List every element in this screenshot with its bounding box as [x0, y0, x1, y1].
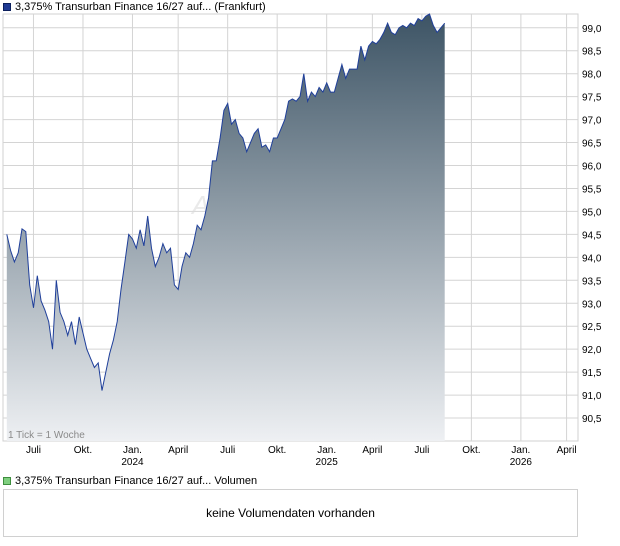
y-tick-label: 94,5	[582, 230, 602, 241]
y-tick-label: 91,0	[582, 391, 602, 402]
volume-legend-label: 3,375% Transurban Finance 16/27 auf... V…	[15, 475, 258, 487]
x-tick-label: Juli	[26, 445, 41, 456]
x-tick-label: April	[557, 445, 577, 456]
x-year-label: 2024	[121, 457, 144, 468]
price-line	[6, 13, 446, 391]
x-tick-label: Juli	[220, 445, 235, 456]
y-tick-label: 93,0	[582, 299, 602, 310]
x-tick-label: Jan.	[317, 445, 336, 456]
x-year-label: 2025	[316, 457, 339, 468]
y-tick-label: 90,5	[582, 414, 602, 425]
price-area	[6, 14, 445, 441]
x-tick-label: April	[362, 445, 382, 456]
x-tick-label: Okt.	[74, 445, 92, 456]
price-legend-label: 3,375% Transurban Finance 16/27 auf... (…	[15, 1, 266, 13]
volume-empty-text: keine Volumendaten vorhanden	[206, 506, 375, 520]
price-chart: Akt 1 Tick = 1 Woche JuliOkt.Jan.AprilJu…	[2, 13, 602, 468]
tick-note: 1 Tick = 1 Woche	[8, 430, 85, 441]
y-tick-label: 98,0	[582, 70, 602, 81]
y-tick-label: 95,5	[582, 184, 602, 195]
y-tick-label: 93,5	[582, 276, 602, 287]
volume-legend: 3,375% Transurban Finance 16/27 auf... V…	[3, 474, 257, 488]
x-tick-label: Jan.	[511, 445, 530, 456]
price-series-swatch	[3, 3, 11, 11]
x-tick-label: Okt.	[268, 445, 286, 456]
x-year-label: 2026	[510, 457, 533, 468]
y-tick-label: 91,5	[582, 368, 602, 379]
y-tick-label: 99,0	[582, 24, 602, 35]
y-tick-label: 94,0	[582, 253, 602, 264]
y-tick-label: 96,0	[582, 162, 602, 173]
volume-series-swatch	[3, 477, 11, 485]
x-tick-label: Juli	[414, 445, 429, 456]
y-tick-label: 96,5	[582, 139, 602, 150]
y-tick-label: 97,5	[582, 93, 602, 104]
y-tick-label: 97,0	[582, 116, 602, 127]
y-tick-label: 92,0	[582, 345, 602, 356]
y-tick-label: 92,5	[582, 322, 602, 333]
y-tick-label: 98,5	[582, 47, 602, 58]
y-tick-label: 95,0	[582, 207, 602, 218]
price-legend: 3,375% Transurban Finance 16/27 auf... (…	[3, 0, 266, 14]
volume-panel: keine Volumendaten vorhanden	[3, 489, 578, 537]
x-tick-label: April	[168, 445, 188, 456]
x-tick-label: Jan.	[123, 445, 142, 456]
x-tick-label: Okt.	[462, 445, 480, 456]
